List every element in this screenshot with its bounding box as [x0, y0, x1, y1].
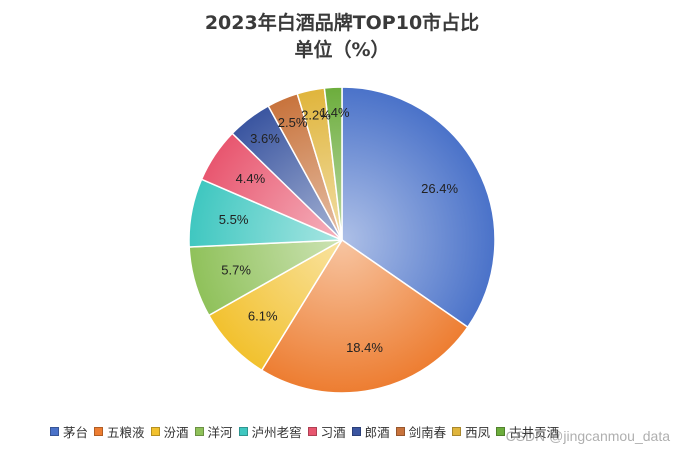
legend-label: 茅台 — [63, 425, 89, 440]
slice-label-6: 4.4% — [236, 171, 266, 186]
slice-label-5: 5.5% — [219, 212, 249, 227]
pie-slice-2 — [260, 238, 469, 394]
slice-label-7: 3.6% — [250, 131, 280, 146]
legend-item-3: 汾酒 — [150, 422, 189, 441]
legend-label: 西凤 — [465, 425, 491, 440]
legend-item-4: 洋河 — [194, 422, 233, 441]
legend-item-8: 剑南春 — [395, 422, 447, 441]
chart-subtitle: 单位（%） — [294, 39, 390, 61]
pie-slice-1 — [341, 86, 496, 329]
slice-label-1: 26.4% — [421, 181, 458, 196]
chart-title-main: 2023年白酒品牌TOP10市占比 — [204, 12, 480, 34]
legend-item-5: 泸州老窖 — [238, 422, 302, 441]
legend-label: 泸州老窖 — [251, 425, 302, 440]
legend-swatch — [50, 427, 59, 436]
slice-label-8: 2.5% — [278, 115, 308, 130]
slice-label-9: 2.2% — [301, 108, 331, 123]
legend: 茅台 五粮液 汾酒 洋河 泸州老窖 习酒 郎酒 剑南春 西凤 古井贡酒 — [50, 422, 670, 441]
legend-item-6: 习酒 — [307, 422, 346, 441]
legend-swatch — [452, 427, 462, 436]
legend-label: 古井贡酒 — [509, 425, 560, 440]
legend-item-10: 古井贡酒 — [496, 422, 559, 441]
chart-title: 2023年白酒品牌TOP10市占比 单位（%） — [0, 10, 684, 64]
legend-swatch — [307, 427, 317, 436]
legend-item-9: 西凤 — [452, 422, 490, 441]
legend-swatch — [496, 427, 506, 436]
pie-slice-10 — [323, 86, 343, 241]
legend-label: 郎酒 — [364, 425, 390, 440]
legend-swatch — [150, 427, 160, 436]
slice-label-3: 6.1% — [248, 308, 278, 323]
legend-swatch — [395, 427, 405, 436]
legend-label: 汾酒 — [163, 425, 189, 440]
legend-item-1: 茅台 — [50, 422, 88, 441]
legend-swatch — [94, 427, 104, 436]
legend-label: 剑南春 — [408, 425, 447, 440]
legend-swatch — [238, 427, 248, 436]
legend-item-2: 五粮液 — [94, 422, 145, 441]
legend-swatch — [351, 427, 361, 436]
slice-label-10: 1.4% — [320, 105, 350, 120]
legend-label: 五粮液 — [107, 425, 145, 440]
legend-label: 习酒 — [320, 425, 346, 440]
slice-label-2: 18.4% — [346, 340, 383, 355]
legend-swatch — [194, 427, 204, 436]
watermark: CSDN @jingcanmou_data — [505, 428, 670, 444]
slice-label-4: 5.7% — [221, 263, 251, 278]
legend-label: 洋河 — [207, 425, 233, 440]
legend-item-7: 郎酒 — [351, 422, 390, 441]
